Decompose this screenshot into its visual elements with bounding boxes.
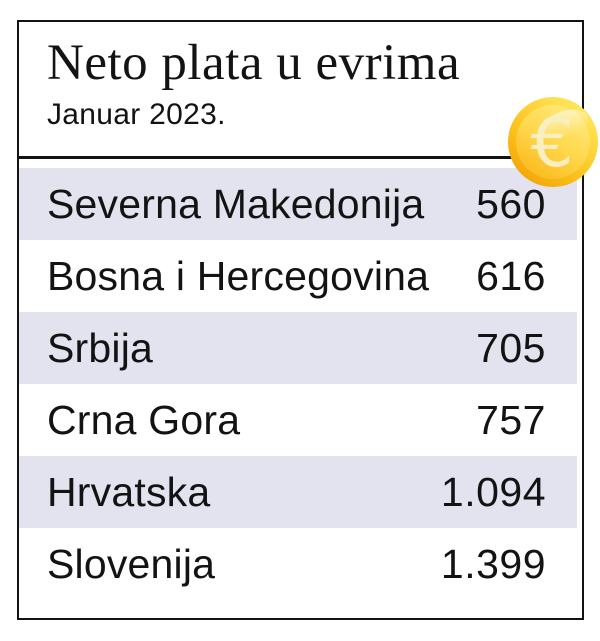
country-label: Srbija — [47, 324, 154, 371]
table-row: Bosna i Hercegovina 616 — [19, 240, 577, 312]
salary-value: 757 — [476, 396, 546, 443]
salary-table: Severna Makedonija 560 Bosna i Hercegovi… — [19, 168, 582, 600]
table-row: Severna Makedonija 560 — [19, 168, 577, 240]
salary-value: 1.094 — [440, 468, 546, 515]
card-header: Neto plata u evrima Januar 2023. — [19, 22, 582, 159]
country-label: Crna Gora — [47, 396, 241, 443]
table-row: Slovenija 1.399 — [19, 528, 577, 600]
salary-value: 616 — [476, 252, 546, 299]
table-row: Hrvatska 1.094 — [19, 456, 577, 528]
country-label: Slovenija — [47, 540, 216, 587]
euro-coin-svg: € — [508, 97, 598, 187]
page-title: Neto plata u evrima — [47, 35, 461, 91]
salary-value: 1.399 — [440, 540, 546, 587]
salary-value: 705 — [476, 324, 546, 371]
table-row: Crna Gora 757 — [19, 384, 577, 456]
country-label: Severna Makedonija — [47, 180, 425, 227]
country-label: Bosna i Hercegovina — [47, 252, 430, 299]
country-label: Hrvatska — [47, 468, 211, 515]
page-subtitle: Januar 2023. — [47, 98, 226, 132]
euro-symbol: € — [530, 104, 573, 183]
table-row: Srbija 705 — [19, 312, 577, 384]
salary-table-card: Neto plata u evrima Januar 2023. Severna… — [17, 20, 584, 620]
salary-value: 560 — [476, 180, 546, 227]
euro-coin-icon: € — [507, 96, 599, 188]
